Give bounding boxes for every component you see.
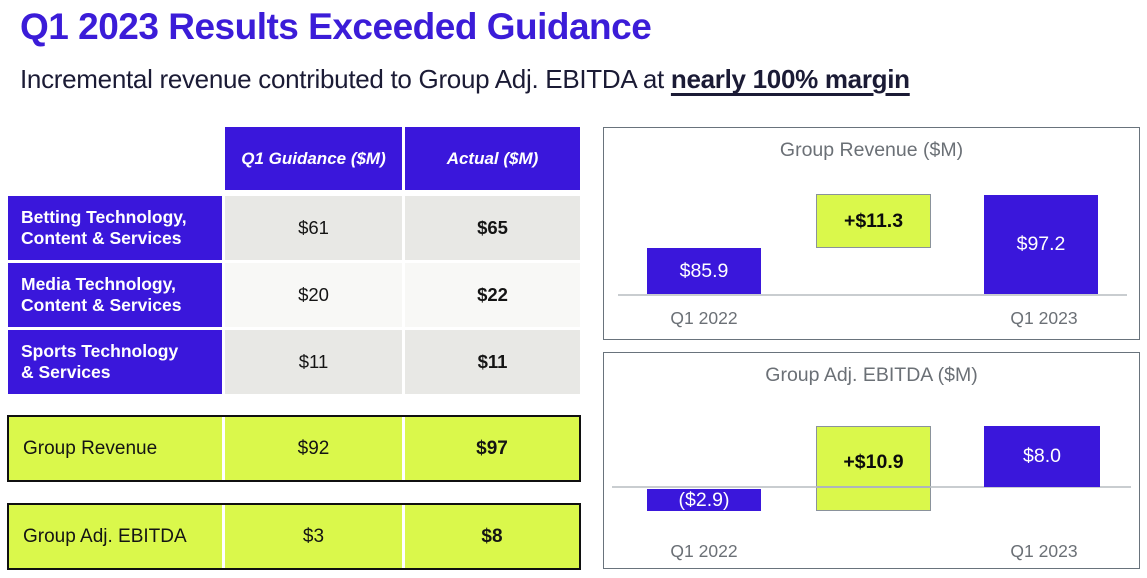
chart-group-revenue: Group Revenue ($M) $85.9 +$11.3 $97.2 Q1… (603, 127, 1140, 340)
cell-betting-actual: $65 (405, 196, 580, 260)
page-title: Q1 2023 Results Exceeded Guidance (20, 6, 652, 47)
chart-title-group-revenue: Group Revenue ($M) (779, 139, 964, 161)
page-subtitle: Incremental revenue contributed to Group… (20, 64, 910, 95)
bar-bridge-ebitda: +$10.9 (816, 426, 931, 511)
subtitle-text: Incremental revenue contributed to Group… (20, 64, 671, 94)
x-label-q1-2023: Q1 2023 (1010, 541, 1078, 561)
zero-crossing-line (816, 486, 931, 488)
x-label-q1-2023: Q1 2023 (1010, 308, 1078, 328)
bar-q1-2023-ebitda: $8.0 (984, 426, 1100, 487)
summary-guidance-group-ebitda: $3 (225, 505, 402, 568)
cell-media-actual: $22 (405, 263, 580, 327)
row-label-media: Media Technology, Content & Services (8, 263, 222, 327)
column-header-guidance: Q1 Guidance ($M) (225, 127, 402, 190)
row-label-sports: Sports Technology & Services (8, 330, 222, 394)
x-label-q1-2022: Q1 2022 (670, 541, 738, 561)
x-label-q1-2022: Q1 2022 (670, 308, 738, 328)
baseline (618, 294, 1127, 296)
bar-q1-2022-ebitda: ($2.9) (647, 489, 761, 511)
cell-sports-actual: $11 (405, 330, 580, 394)
summary-row-group-revenue: Group Revenue $92 $97 (7, 415, 581, 482)
summary-guidance-group-revenue: $92 (225, 417, 402, 480)
summary-actual-group-ebitda: $8 (405, 505, 579, 568)
bridge-ebitda-label: +$10.9 (843, 451, 904, 473)
row-label-betting: Betting Technology, Content & Services (8, 196, 222, 260)
bar-q1-2023-revenue: $97.2 (984, 195, 1098, 294)
chart-title-group-ebitda: Group Adj. EBITDA ($M) (765, 364, 978, 386)
summary-label-group-revenue: Group Revenue (9, 417, 222, 480)
cell-sports-guidance: $11 (225, 330, 402, 394)
summary-label-group-ebitda: Group Adj. EBITDA (9, 505, 222, 568)
bar-q1-2022-revenue: $85.9 (647, 248, 761, 294)
bar-bridge-revenue: +$11.3 (816, 194, 931, 248)
column-header-actual: Actual ($M) (405, 127, 580, 190)
subtitle-emphasis: nearly 100% margin (670, 64, 910, 94)
chart-group-ebitda: Group Adj. EBITDA ($M) ($2.9) +$10.9 $8.… (603, 352, 1140, 569)
summary-actual-group-revenue: $97 (405, 417, 579, 480)
summary-row-group-ebitda: Group Adj. EBITDA $3 $8 (7, 503, 581, 570)
cell-media-guidance: $20 (225, 263, 402, 327)
cell-betting-guidance: $61 (225, 196, 402, 260)
